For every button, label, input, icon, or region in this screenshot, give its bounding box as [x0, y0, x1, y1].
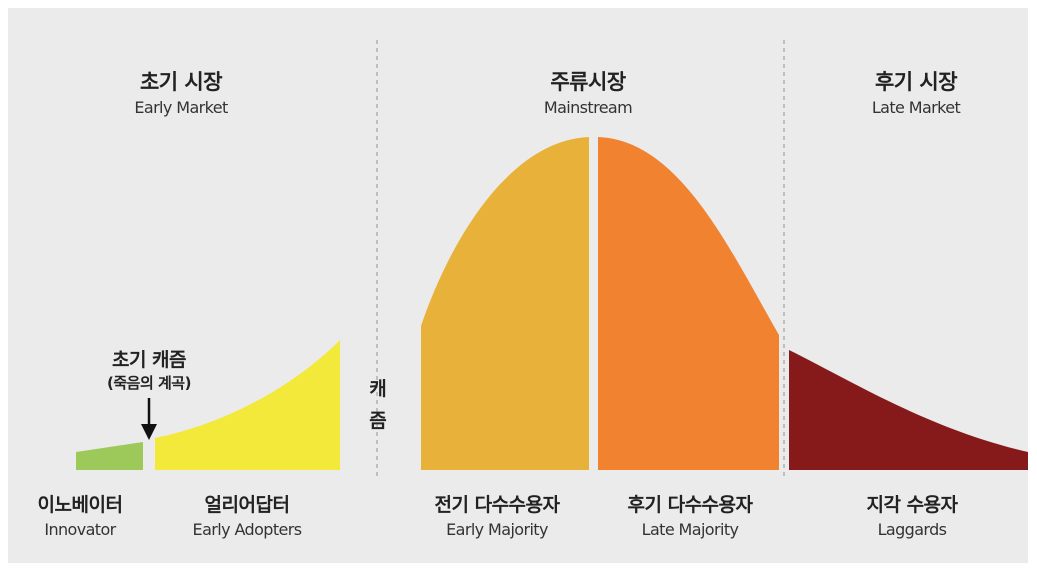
section-title-late: 후기 시장 — [874, 70, 958, 94]
section-title-main: 주류시장 — [550, 70, 626, 94]
segment-early-adopters — [155, 340, 340, 470]
chasm-early-subtitle: (죽음의 계곡) — [107, 374, 191, 392]
segment-late-majority — [598, 137, 779, 470]
section-subtitle-early: Early Market — [134, 98, 228, 117]
chasm-main-char-2: 즘 — [369, 410, 387, 432]
segment-label-late-majority-ko: 후기 다수수용자 — [627, 494, 753, 516]
chasm-arrow-head — [141, 424, 157, 440]
chasm-main-char-1: 캐 — [369, 378, 387, 400]
segment-laggards — [789, 350, 1028, 470]
section-subtitle-main: Mainstream — [543, 98, 633, 117]
segment-early-majority — [421, 137, 589, 470]
segment-label-innovator-ko: 이노베이터 — [37, 494, 123, 516]
segment-label-early-majority-ko: 전기 다수수용자 — [434, 494, 560, 516]
segment-label-innovator-en: Innovator — [44, 520, 116, 539]
segment-label-early-majority-en: Early Majority — [446, 520, 548, 539]
section-subtitle-late: Late Market — [871, 98, 961, 117]
segment-label-early-adopters-ko: 얼리어답터 — [204, 494, 290, 516]
segment-innovator — [76, 442, 143, 470]
segment-label-laggards-en: Laggards — [877, 520, 947, 539]
segment-label-early-adopters-en: Early Adopters — [192, 520, 302, 539]
segment-label-laggards-ko: 지각 수용자 — [866, 494, 958, 516]
section-title-early: 초기 시장 — [139, 70, 223, 94]
chasm-early-title: 초기 캐즘 — [111, 349, 187, 371]
segment-label-late-majority-en: Late Majority — [641, 520, 739, 539]
